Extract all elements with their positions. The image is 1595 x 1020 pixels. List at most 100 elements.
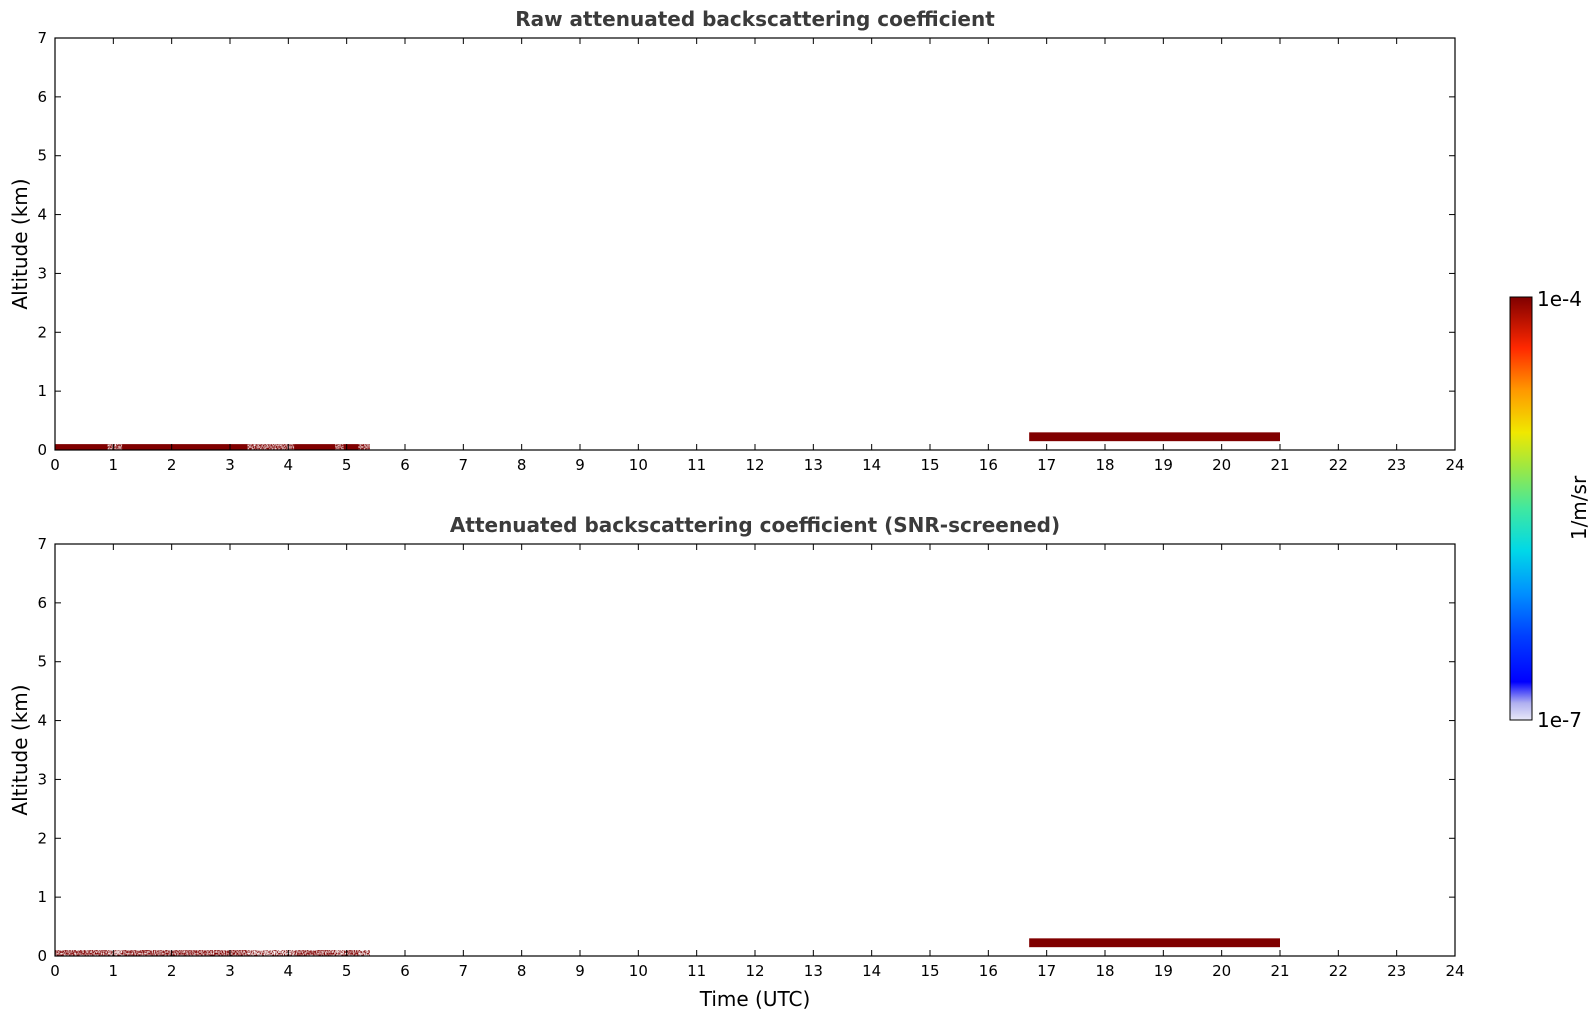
x-tick-label: 24 [1445, 456, 1464, 474]
colorbar: 1e-4 1e-7 1/m/sr [1509, 287, 1591, 732]
x-tick-label: 13 [804, 962, 823, 980]
heatmap-column [358, 679, 370, 956]
y-tick-label: 5 [37, 653, 47, 671]
x-tick-label: 0 [50, 962, 60, 980]
x-tick-label: 20 [1212, 456, 1231, 474]
x-tick-label: 6 [400, 456, 410, 474]
x-axis-label: Time (UTC) [699, 987, 811, 1011]
snr-screened-backscatter-panel: Attenuated backscattering coefficient (S… [8, 513, 1465, 1011]
y-axis: 0 1 2 3 4 5 6 7 [37, 535, 1455, 965]
y-tick-label: 2 [37, 323, 47, 341]
x-tick-label: 20 [1212, 962, 1231, 980]
x-tick-label: 15 [920, 456, 939, 474]
heatmap-cloud-layer [1029, 938, 1280, 948]
y-tick-label: 3 [37, 264, 47, 282]
x-tick-label: 7 [459, 456, 469, 474]
heatmap-column [335, 38, 344, 450]
x-tick-label: 0 [50, 456, 60, 474]
heatmap-broken-layer [375, 879, 1018, 927]
y-tick-label: 1 [37, 382, 47, 400]
x-tick-label: 4 [284, 962, 294, 980]
heatmap-noisy-region [370, 38, 1444, 392]
x-tick-label: 7 [459, 962, 469, 980]
x-tick-label: 3 [225, 962, 235, 980]
y-tick-label: 5 [37, 147, 47, 165]
x-tick-label: 19 [1154, 456, 1173, 474]
x-tick-label: 11 [687, 456, 706, 474]
x-tick-label: 23 [1387, 456, 1406, 474]
chart-title: Attenuated backscattering coefficient (S… [450, 513, 1060, 537]
y-tick-label: 0 [37, 947, 47, 965]
heatmap-low-layer [55, 903, 370, 956]
y-tick-label: 7 [37, 535, 47, 553]
raw-backscatter-panel: Raw attenuated backscattering coefficien… [8, 7, 1465, 474]
colorbar-gradient [1509, 296, 1533, 721]
x-tick-label: 9 [575, 456, 585, 474]
x-tick-label: 8 [517, 962, 527, 980]
y-tick-label: 3 [37, 770, 47, 788]
x-tick-label: 18 [1095, 456, 1114, 474]
heatmap-late-plumes [1280, 838, 1444, 939]
chart-title: Raw attenuated backscattering coefficien… [515, 7, 995, 31]
colorbar-min-label: 1e-7 [1537, 708, 1582, 732]
heatmap-surface-layer [55, 444, 370, 450]
y-tick-label: 7 [37, 29, 47, 47]
heatmap-column [358, 155, 370, 450]
heatmap-noisy-maximum [626, 38, 767, 244]
x-tick-label: 14 [862, 456, 881, 474]
y-tick-label: 4 [37, 712, 47, 730]
x-axis: 0 1 2 3 4 5 6 7 8 9 10 11 12 13 14 15 16 17 18 19 20 21 22 23 24 [50, 38, 1465, 474]
y-axis-label: Altitude (km) [8, 684, 32, 815]
x-tick-label: 14 [862, 962, 881, 980]
x-tick-label: 11 [687, 962, 706, 980]
heatmap-column [335, 691, 344, 956]
colorbar-max-label: 1e-4 [1537, 287, 1582, 311]
x-tick-label: 21 [1270, 456, 1289, 474]
x-tick-label: 12 [745, 962, 764, 980]
x-tick-label: 19 [1154, 962, 1173, 980]
x-tick-label: 4 [284, 456, 294, 474]
heatmap-area [55, 667, 1444, 956]
x-tick-label: 17 [1037, 456, 1056, 474]
y-tick-label: 6 [37, 88, 47, 106]
x-tick-label: 6 [400, 962, 410, 980]
x-tick-label: 3 [225, 456, 235, 474]
y-tick-label: 6 [37, 594, 47, 612]
x-tick-label: 21 [1270, 962, 1289, 980]
heatmap-boundary-layer [370, 423, 1444, 450]
x-tick-label: 2 [167, 962, 177, 980]
x-tick-label: 17 [1037, 962, 1056, 980]
x-tick-label: 16 [979, 456, 998, 474]
heatmap-column [107, 38, 123, 450]
x-tick-label: 2 [167, 456, 177, 474]
x-tick-label: 18 [1095, 962, 1114, 980]
x-tick-label: 10 [629, 456, 648, 474]
x-tick-label: 5 [342, 456, 352, 474]
x-tick-label: 23 [1387, 962, 1406, 980]
y-tick-label: 2 [37, 829, 47, 847]
x-tick-label: 9 [575, 962, 585, 980]
x-tick-label: 22 [1329, 456, 1348, 474]
colorbar-unit-label: 1/m/sr [1567, 475, 1591, 540]
y-axis: 0 1 2 3 4 5 6 7 [37, 29, 1455, 459]
heatmap-column [107, 667, 123, 956]
x-tick-label: 10 [629, 962, 648, 980]
x-tick-label: 15 [920, 962, 939, 980]
y-tick-label: 1 [37, 888, 47, 906]
heatmap-column [247, 667, 295, 956]
y-tick-label: 0 [37, 441, 47, 459]
x-tick-label: 1 [109, 456, 119, 474]
y-tick-label: 4 [37, 206, 47, 224]
x-tick-label: 5 [342, 962, 352, 980]
y-axis-label: Altitude (km) [8, 178, 32, 309]
x-tick-label: 8 [517, 456, 527, 474]
x-tick-label: 16 [979, 962, 998, 980]
x-tick-label: 24 [1445, 962, 1464, 980]
x-tick-label: 22 [1329, 962, 1348, 980]
heatmap-cloud-layer [1029, 432, 1280, 442]
x-tick-label: 12 [745, 456, 764, 474]
heatmap-area [55, 38, 1444, 451]
x-tick-label: 13 [804, 456, 823, 474]
heatmap-column [247, 126, 295, 451]
